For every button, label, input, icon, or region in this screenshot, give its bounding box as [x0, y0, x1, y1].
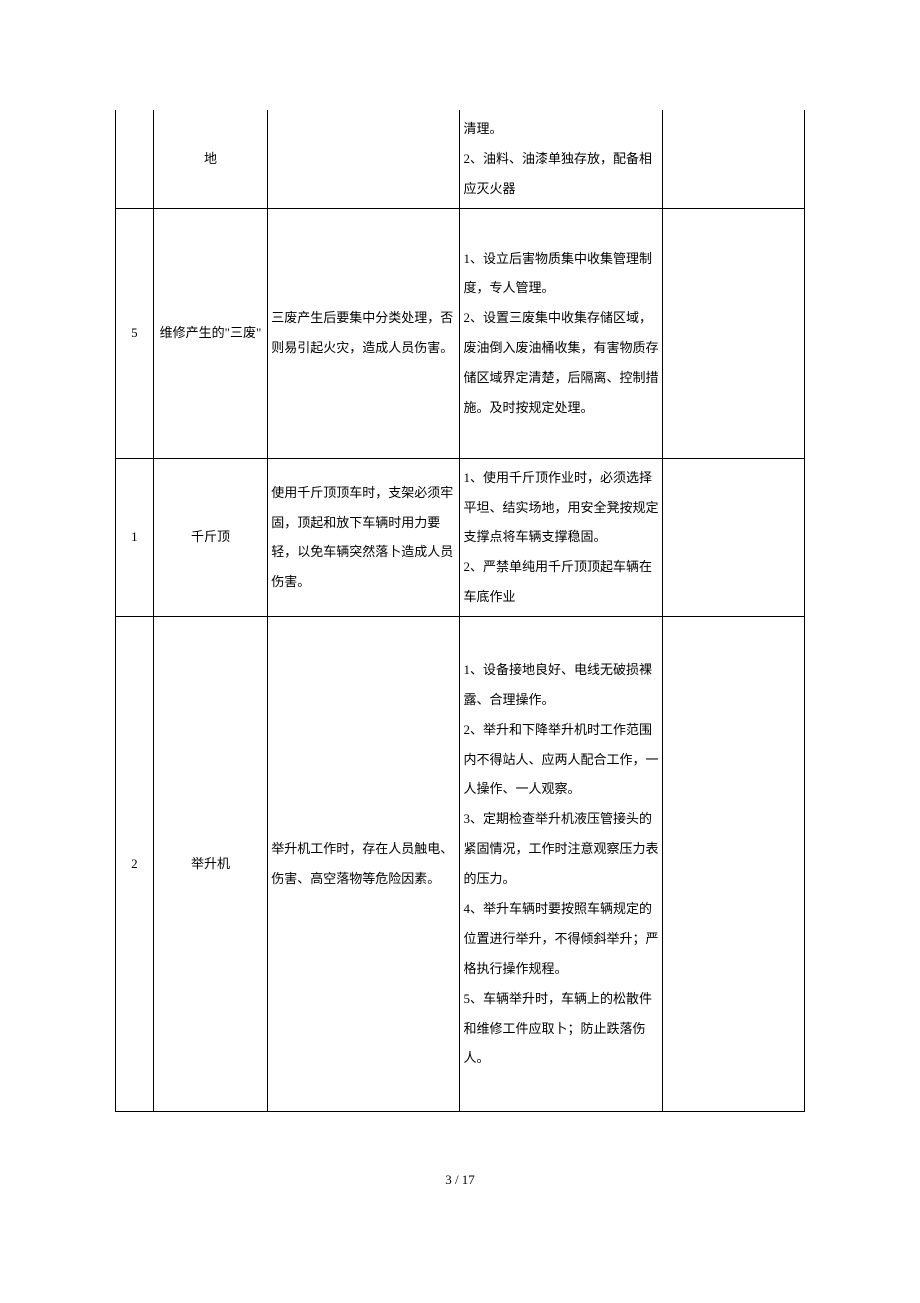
hazard-table: 地清理。2、油料、油漆单独存放，配备相应灭火器5维修产生的"三废"三废产生后要集…: [115, 110, 805, 1112]
page-footer: 3 / 17: [115, 1172, 805, 1188]
table-row: 地 清理。2、油料、油漆单独存放，配备相应灭火器: [116, 110, 805, 208]
table-row: 5维修产生的"三废"三废产生后要集中分类处理，否则易引起火灾，造成人员伤害。1、…: [116, 208, 805, 458]
table-row: 1千斤顶使用千斤顶顶车时，支架必须牢固，顶起和放下车辆时用力要轻，以免车辆突然落…: [116, 458, 805, 616]
table-row: 2举升机举升机工作时，存在人员触电、伤害、高空落物等危险因素。1、设备接地良好、…: [116, 617, 805, 1112]
row-number: 2: [116, 617, 154, 1112]
row-remark: [663, 458, 805, 616]
row-hazard: 举升机工作时，存在人员触电、伤害、高空落物等危险因素。: [268, 617, 460, 1112]
row-number: 1: [116, 458, 154, 616]
row-item: 举升机: [153, 617, 267, 1112]
row-remark: [663, 617, 805, 1112]
row-remark: [663, 110, 805, 208]
row-measure: 清理。2、油料、油漆单独存放，配备相应灭火器: [460, 110, 663, 208]
row-hazard: 三废产生后要集中分类处理，否则易引起火灾，造成人员伤害。: [268, 208, 460, 458]
row-hazard: 使用千斤顶顶车时，支架必须牢固，顶起和放下车辆时用力要轻，以免车辆突然落卜造成人…: [268, 458, 460, 616]
row-remark: [663, 208, 805, 458]
row-item: 千斤顶: [153, 458, 267, 616]
row-number: [116, 110, 154, 208]
row-hazard: [268, 110, 460, 208]
row-measure: 1、设立后害物质集中收集管理制度，专人管理。2、设置三废集中收集存储区域，废油倒…: [460, 208, 663, 458]
row-item: 地: [153, 110, 267, 208]
row-measure: 1、使用千斤顶作业时，必须选择平坦、结实场地，用安全凳按规定支撑点将车辆支撑稳固…: [460, 458, 663, 616]
row-item: 维修产生的"三废": [153, 208, 267, 458]
row-number: 5: [116, 208, 154, 458]
row-measure: 1、设备接地良好、电线无破损裸露、合理操作。2、举升和下降举升机时工作范围内不得…: [460, 617, 663, 1112]
